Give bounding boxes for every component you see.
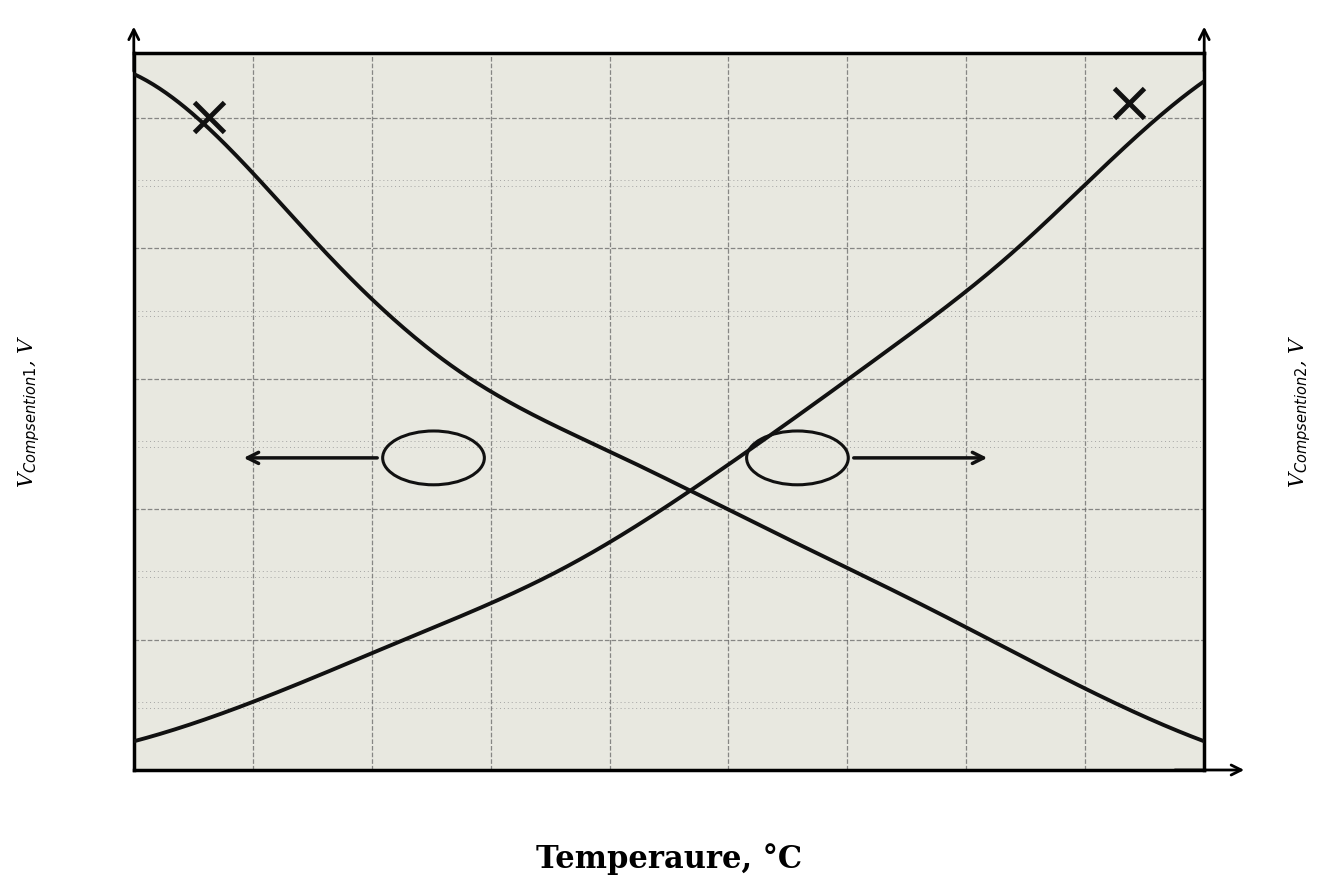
- Text: Temperaure, °C: Temperaure, °C: [537, 844, 801, 875]
- Text: V$_{Compsention1}$, V: V$_{Compsention1}$, V: [16, 334, 43, 488]
- Text: V$_{Compsention2}$, V: V$_{Compsention2}$, V: [1287, 334, 1314, 488]
